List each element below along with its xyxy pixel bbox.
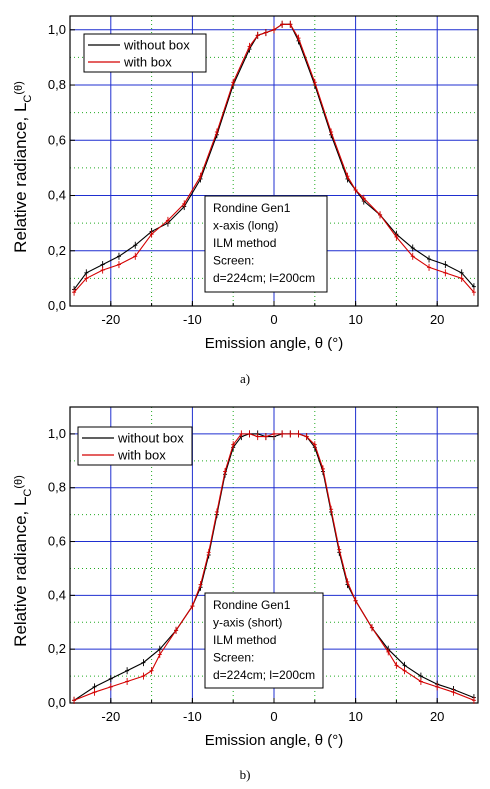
annotation-line: d=224cm; l=200cm bbox=[213, 271, 315, 285]
series-line-with-box bbox=[73, 23, 475, 293]
y-tick-label: 0,0 bbox=[48, 695, 66, 710]
annotation-box bbox=[204, 592, 324, 689]
panel-caption: b) bbox=[240, 767, 251, 782]
x-axis-label: Emission angle, θ (°) bbox=[205, 335, 344, 352]
y-tick-label: 0,2 bbox=[48, 243, 66, 258]
y-axis-label: Relative radiance, LC(θ) bbox=[11, 81, 34, 253]
y-tick-label: 0,0 bbox=[48, 298, 66, 313]
legend-label: without box bbox=[117, 431, 184, 446]
y-tick-label: 0,4 bbox=[48, 587, 66, 602]
y-axis-label-paren: (θ) bbox=[13, 81, 25, 94]
annotation-line: Screen: bbox=[213, 651, 254, 665]
x-axis-label: Emission angle, θ (°) bbox=[205, 732, 344, 749]
chart-panel-b: -20 -10 0 10 20 0,0 0,2 0,4 0,6 0,8 1,0 Emission an… bbox=[11, 406, 479, 782]
x-tick-label: -20 bbox=[101, 709, 120, 724]
y-tick-label: 0,4 bbox=[48, 188, 66, 203]
legend-label: without box bbox=[123, 38, 190, 53]
annotation-line: y-axis (short) bbox=[213, 616, 282, 630]
y-tick-label: 0,2 bbox=[48, 641, 66, 656]
x-tick-label: 0 bbox=[270, 709, 277, 724]
y-axis-label-subscript: C bbox=[22, 95, 34, 103]
x-tick-label: 20 bbox=[430, 312, 444, 327]
y-axis-label: Relative radiance, LC(θ) bbox=[11, 475, 34, 647]
x-tick-label: 10 bbox=[348, 709, 362, 724]
annotation-line: Screen: bbox=[213, 254, 254, 268]
legend-label: with box bbox=[117, 448, 166, 463]
annotation-line: Rondine Gen1 bbox=[213, 201, 291, 215]
x-tick-label: 0 bbox=[270, 312, 277, 327]
x-tick-label: -10 bbox=[183, 312, 202, 327]
annotation-line: d=224cm; l=200cm bbox=[213, 668, 315, 682]
x-tick-label: -10 bbox=[183, 709, 202, 724]
y-axis-label-paren: (θ) bbox=[13, 475, 25, 488]
y-tick-label: 1,0 bbox=[48, 426, 66, 441]
y-tick-label: 1,0 bbox=[48, 22, 66, 37]
y-tick-label: 0,6 bbox=[48, 132, 66, 147]
annotation-line: Rondine Gen1 bbox=[213, 598, 291, 612]
annotation-box bbox=[204, 195, 328, 293]
panel-caption: a) bbox=[240, 371, 250, 386]
legend-box bbox=[83, 33, 207, 73]
x-tick-label: 10 bbox=[348, 312, 362, 327]
chart-panel-a: -20 -10 0 10 20 0,0 0,2 0,4 0,6 0,8 1,0 Emission an… bbox=[11, 15, 479, 386]
y-tick-label: 0,8 bbox=[48, 77, 66, 92]
x-tick-label: 20 bbox=[430, 709, 444, 724]
y-axis-label-main: Relative radiance, L bbox=[11, 103, 30, 253]
annotation-line: ILM method bbox=[213, 236, 276, 250]
y-tick-label: 0,8 bbox=[48, 480, 66, 495]
annotation-line: x-axis (long) bbox=[213, 219, 278, 233]
y-axis-label-subscript: C bbox=[22, 489, 34, 497]
x-tick-label: -20 bbox=[101, 312, 120, 327]
annotation-line: ILM method bbox=[213, 633, 276, 647]
y-axis-label-main: Relative radiance, L bbox=[11, 497, 30, 647]
legend-label: with box bbox=[123, 55, 172, 70]
y-tick-label: 0,6 bbox=[48, 534, 66, 549]
legend-box bbox=[77, 426, 193, 466]
